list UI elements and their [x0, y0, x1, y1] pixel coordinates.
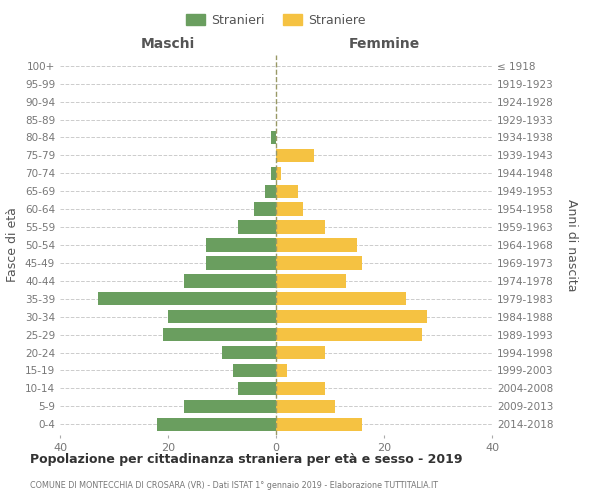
Bar [276, 364, 287, 377]
Bar [276, 400, 335, 413]
Bar [222, 346, 276, 360]
Bar [206, 238, 276, 252]
Bar [276, 166, 281, 180]
Y-axis label: Fasce di età: Fasce di età [7, 208, 19, 282]
Bar [271, 130, 276, 144]
Bar [276, 382, 325, 395]
Y-axis label: Anni di nascita: Anni di nascita [565, 198, 578, 291]
Bar [168, 310, 276, 324]
Bar [276, 292, 406, 306]
Bar [276, 202, 303, 216]
Text: COMUNE DI MONTECCHIA DI CROSARA (VR) - Dati ISTAT 1° gennaio 2019 - Elaborazione: COMUNE DI MONTECCHIA DI CROSARA (VR) - D… [30, 480, 438, 490]
Bar [276, 274, 346, 287]
Bar [163, 328, 276, 342]
Bar [276, 346, 325, 360]
Text: Femmine: Femmine [349, 38, 419, 52]
Bar [233, 364, 276, 377]
Bar [184, 274, 276, 287]
Bar [206, 256, 276, 270]
Text: Popolazione per cittadinanza straniera per età e sesso - 2019: Popolazione per cittadinanza straniera p… [30, 452, 463, 466]
Bar [184, 400, 276, 413]
Bar [276, 184, 298, 198]
Bar [276, 256, 362, 270]
Bar [276, 310, 427, 324]
Bar [276, 328, 422, 342]
Bar [98, 292, 276, 306]
Bar [254, 202, 276, 216]
Bar [276, 220, 325, 234]
Bar [271, 166, 276, 180]
Bar [276, 238, 357, 252]
Bar [157, 418, 276, 431]
Bar [238, 382, 276, 395]
Bar [276, 418, 362, 431]
Legend: Stranieri, Straniere: Stranieri, Straniere [181, 8, 371, 32]
Bar [238, 220, 276, 234]
Bar [276, 148, 314, 162]
Bar [265, 184, 276, 198]
Text: Maschi: Maschi [141, 38, 195, 52]
